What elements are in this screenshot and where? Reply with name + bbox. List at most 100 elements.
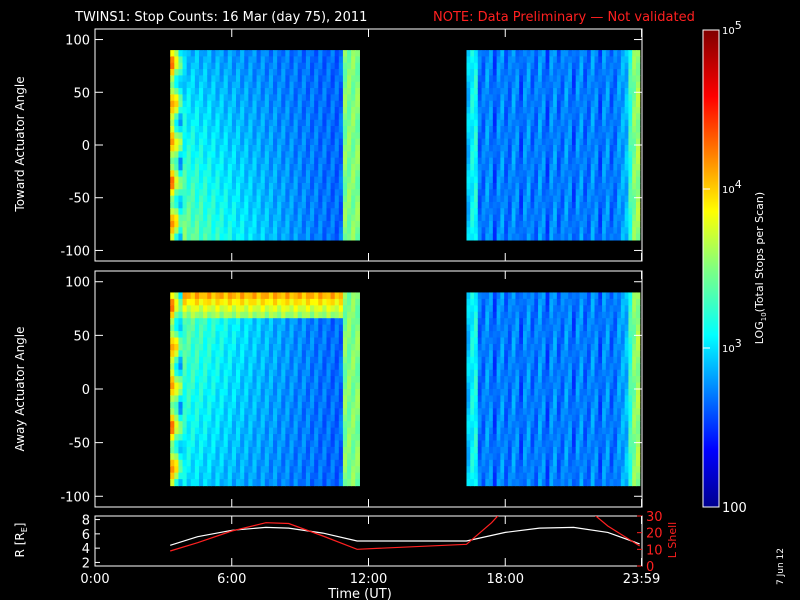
heatmap-cell [556, 389, 562, 397]
heatmap-cell [322, 311, 328, 319]
heatmap-cell [248, 100, 254, 108]
heatmap-cell [293, 414, 299, 422]
heatmap-cell [481, 201, 486, 209]
heatmap-cell [231, 151, 237, 159]
heatmap-cell [598, 138, 603, 146]
heatmap-cell [318, 446, 323, 454]
heatmap-cell [174, 233, 180, 241]
heatmap-cell [530, 189, 535, 197]
heatmap-cell [530, 62, 535, 70]
heatmap-cell [481, 421, 486, 429]
heatmap-cell [256, 214, 262, 222]
heatmap-cell [598, 170, 603, 178]
heatmap-cell [182, 376, 188, 384]
heatmap-cell [511, 94, 517, 102]
heatmap-cell [609, 75, 614, 83]
heatmap-cell [579, 157, 584, 165]
heatmap-cell [587, 107, 592, 114]
heatmap-cell [632, 151, 637, 159]
heatmap-cell [227, 81, 233, 89]
heatmap-cell [174, 363, 180, 371]
heatmap-cell [583, 69, 588, 76]
heatmap-cell [617, 176, 622, 184]
heatmap-cell [553, 75, 558, 83]
heatmap-cell [310, 363, 315, 371]
heatmap-cell [534, 427, 539, 435]
heatmap-cell [492, 163, 498, 171]
heatmap-cell [538, 182, 543, 190]
heatmap-cell [560, 466, 566, 474]
heatmap-cell [541, 427, 547, 435]
heatmap-cell [564, 94, 569, 102]
heatmap-cell [549, 305, 554, 313]
heatmap-cell [174, 453, 180, 461]
heatmap-cell [560, 479, 566, 487]
heatmap-cell [211, 94, 217, 102]
heatmap-cell [244, 227, 249, 235]
heatmap-cell [549, 214, 554, 222]
heatmap-cell [617, 182, 622, 190]
heatmap-cell [519, 376, 524, 384]
heatmap-cell [519, 472, 524, 480]
heatmap-cell [277, 389, 282, 397]
heatmap-cell [215, 201, 221, 209]
heatmap-cell [244, 376, 249, 384]
heatmap-cell [496, 113, 501, 121]
heatmap-cell [236, 318, 241, 326]
heatmap-cell [496, 318, 501, 326]
heatmap-cell [190, 331, 196, 339]
heatmap-cell [186, 363, 192, 371]
heatmap-cell [186, 182, 192, 190]
heatmap-cell [277, 453, 282, 461]
heatmap-cell [553, 382, 558, 390]
heatmap-cell [178, 440, 184, 448]
heatmap-cell [549, 376, 554, 384]
heatmap-cell [545, 126, 550, 133]
heatmap-cell [334, 163, 340, 171]
heatmap-cell [466, 75, 471, 83]
heatmap-cell [515, 107, 520, 114]
heatmap-cell [318, 305, 323, 313]
heatmap-cell [624, 227, 630, 235]
heatmap-cell [526, 208, 532, 216]
heatmap-cell [330, 453, 336, 461]
heatmap-cell [207, 292, 212, 300]
heatmap-cell [301, 324, 307, 332]
heatmap-cell [492, 453, 498, 461]
heatmap-cell [281, 195, 286, 203]
heatmap-cell [301, 138, 307, 146]
heatmap-cell [515, 214, 520, 222]
heatmap-cell [549, 201, 554, 209]
heatmap-cell [590, 56, 596, 64]
heatmap-cell [522, 311, 528, 319]
heatmap-cell [556, 337, 562, 345]
heatmap-cell [571, 62, 577, 70]
heatmap-cell [240, 75, 245, 83]
heatmap-cell [466, 408, 471, 416]
heatmap-cell [538, 119, 543, 127]
heatmap-cell [223, 369, 229, 377]
heatmap-cell [170, 343, 175, 351]
heatmap-cell [318, 94, 323, 102]
heatmap-cell [504, 119, 509, 127]
heatmap-cell [334, 472, 340, 480]
heatmap-cell [347, 182, 352, 190]
heatmap-cell [564, 145, 569, 152]
heatmap-cell [297, 305, 303, 313]
heatmap-cell [203, 50, 208, 58]
heatmap-cell [297, 369, 303, 377]
heatmap-cell [466, 421, 471, 429]
heatmap-cell [178, 446, 184, 454]
heatmap-cell [277, 331, 282, 339]
heatmap-cell [268, 100, 274, 108]
heatmap-cell [526, 466, 532, 474]
heatmap-cell [240, 298, 245, 306]
heatmap-cell [211, 126, 217, 133]
heatmap-cell [492, 382, 498, 390]
heatmap-cell [231, 421, 237, 429]
heatmap-cell [227, 459, 233, 467]
heatmap-cell [477, 75, 483, 83]
heatmap-cell [231, 318, 237, 326]
heatmap-cell [470, 227, 475, 235]
heatmap-cell [314, 331, 319, 339]
